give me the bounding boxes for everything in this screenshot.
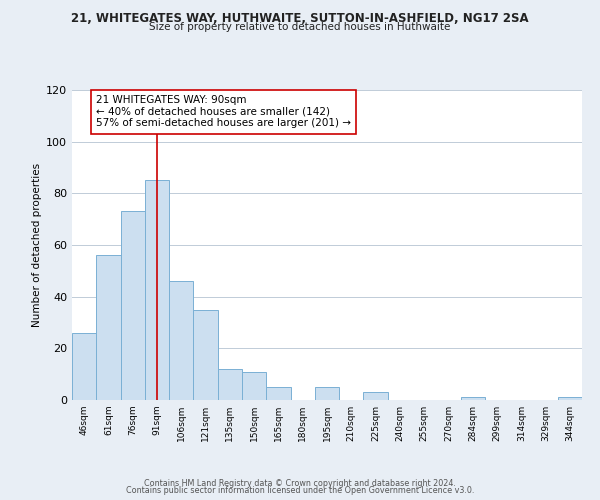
Bar: [461, 398, 485, 400]
Text: 21 WHITEGATES WAY: 90sqm
← 40% of detached houses are smaller (142)
57% of semi-: 21 WHITEGATES WAY: 90sqm ← 40% of detach…: [96, 95, 351, 128]
Bar: [558, 398, 582, 400]
Bar: [266, 387, 290, 400]
Bar: [169, 281, 193, 400]
Y-axis label: Number of detached properties: Number of detached properties: [32, 163, 42, 327]
Text: Contains HM Land Registry data © Crown copyright and database right 2024.: Contains HM Land Registry data © Crown c…: [144, 478, 456, 488]
Bar: [364, 392, 388, 400]
Bar: [193, 310, 218, 400]
Text: Size of property relative to detached houses in Huthwaite: Size of property relative to detached ho…: [149, 22, 451, 32]
Bar: [121, 212, 145, 400]
Bar: [242, 372, 266, 400]
Bar: [218, 369, 242, 400]
Bar: [315, 387, 339, 400]
Text: 21, WHITEGATES WAY, HUTHWAITE, SUTTON-IN-ASHFIELD, NG17 2SA: 21, WHITEGATES WAY, HUTHWAITE, SUTTON-IN…: [71, 12, 529, 26]
Bar: [72, 333, 96, 400]
Bar: [145, 180, 169, 400]
Text: Contains public sector information licensed under the Open Government Licence v3: Contains public sector information licen…: [126, 486, 474, 495]
Bar: [96, 256, 121, 400]
